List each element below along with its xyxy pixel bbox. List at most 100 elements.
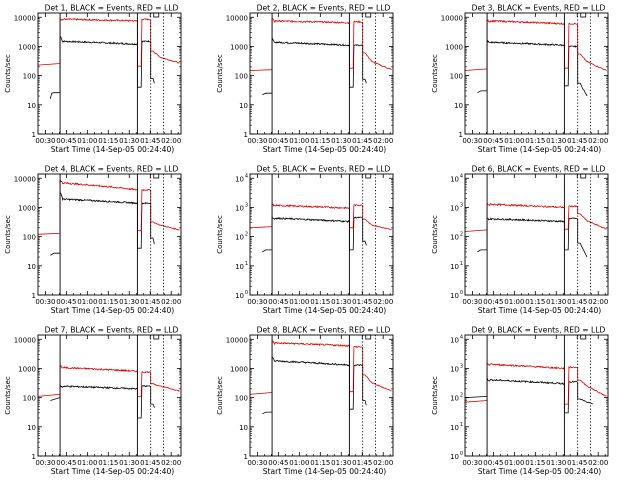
plot-frame bbox=[464, 334, 609, 457]
x-axis-label: Start Time (14-Sep-05 00:24:40) bbox=[263, 145, 387, 154]
y-tick-label: 1 bbox=[32, 292, 36, 300]
y-tick-exponent: 0 bbox=[460, 290, 463, 296]
y-tick-label: 1 bbox=[32, 453, 36, 461]
x-tick-label: 00:30 bbox=[247, 137, 267, 145]
x-tick-label: 01:30 bbox=[119, 137, 139, 145]
marker-box bbox=[365, 334, 372, 340]
y-axis-label: Counts/sec bbox=[216, 376, 224, 415]
lld-series-line bbox=[465, 203, 607, 232]
lld-series-line bbox=[250, 203, 392, 231]
panel-title: Det 4, BLACK = Events, RED = LLD bbox=[45, 165, 179, 174]
marker-box bbox=[580, 173, 587, 179]
y-axis-label: Counts/sec bbox=[431, 376, 439, 415]
x-tick-label: 00:30 bbox=[247, 459, 267, 467]
lld-series-line bbox=[38, 364, 180, 397]
lld-series-line bbox=[250, 18, 392, 71]
x-tick-label: 01:15 bbox=[310, 137, 330, 145]
y-tick-label: 1000 bbox=[230, 365, 248, 373]
x-tick-label: 01:45 bbox=[352, 298, 372, 306]
x-tick-label: 00:45 bbox=[268, 459, 288, 467]
plot-frame bbox=[37, 12, 182, 135]
events-series-line bbox=[262, 216, 367, 253]
x-axis-label: Start Time (14-Sep-05 00:24:40) bbox=[478, 306, 602, 315]
lld-series-line bbox=[465, 18, 607, 71]
x-tick-label: 00:45 bbox=[56, 298, 76, 306]
y-axis-label: Counts/sec bbox=[216, 54, 224, 93]
y-tick-label: 10 bbox=[450, 204, 459, 212]
y-tick-label: 10000 bbox=[441, 14, 463, 22]
events-series-line bbox=[50, 384, 155, 419]
x-axis-label: Start Time (14-Sep-05 00:24:40) bbox=[478, 467, 602, 476]
x-tick-label: 00:30 bbox=[462, 137, 482, 145]
x-tick-label: 01:30 bbox=[546, 459, 566, 467]
panel-title: Det 3, BLACK = Events, RED = LLD bbox=[472, 4, 606, 13]
plot-area bbox=[250, 203, 392, 253]
x-tick-label: 01:30 bbox=[331, 298, 351, 306]
x-tick-label: 01:00 bbox=[289, 137, 309, 145]
y-tick-exponent: 1 bbox=[245, 261, 248, 267]
y-tick-exponent: 3 bbox=[460, 363, 463, 369]
y-tick-exponent: 4 bbox=[460, 173, 463, 179]
y-tick-label: 1000 bbox=[230, 43, 248, 51]
x-tick-label: 01:30 bbox=[331, 459, 351, 467]
marker-box bbox=[580, 334, 587, 340]
panel-det-7: Det 7, BLACK = Events, RED = LLD 00:30 00:… bbox=[4, 326, 182, 476]
x-tick-label: 01:15 bbox=[310, 298, 330, 306]
lld-series-line bbox=[250, 339, 392, 395]
y-tick-exponent: 2 bbox=[245, 232, 248, 238]
y-tick-label: 100 bbox=[235, 395, 248, 403]
y-tick-label: 10 bbox=[239, 424, 248, 432]
y-tick-label: 100 bbox=[23, 234, 36, 242]
x-tick-label: 01:15 bbox=[525, 137, 545, 145]
events-series-line bbox=[477, 39, 588, 97]
y-tick-exponent: 3 bbox=[245, 202, 248, 208]
y-tick-label: 10 bbox=[450, 234, 459, 242]
x-tick-label: 02:00 bbox=[161, 459, 181, 467]
panel-det-2: Det 2, BLACK = Events, RED = LLD 00:30 00:… bbox=[216, 4, 394, 154]
y-tick-exponent: 0 bbox=[245, 290, 248, 296]
y-tick-label: 1 bbox=[244, 453, 248, 461]
y-tick-exponent: 2 bbox=[460, 393, 463, 399]
y-tick-label: 10 bbox=[450, 292, 459, 300]
y-tick-label: 1000 bbox=[445, 43, 463, 51]
y-tick-label: 10000 bbox=[226, 14, 248, 22]
x-tick-label: 02:00 bbox=[161, 298, 181, 306]
x-tick-label: 01:00 bbox=[289, 298, 309, 306]
plot-area bbox=[38, 179, 180, 256]
x-tick-label: 00:30 bbox=[35, 298, 55, 306]
x-tick-label: 02:00 bbox=[373, 137, 393, 145]
y-tick-exponent: 1 bbox=[460, 422, 463, 428]
lld-series-line bbox=[465, 362, 607, 405]
marker-box bbox=[365, 12, 372, 18]
events-series-line bbox=[262, 355, 367, 415]
y-tick-label: 1000 bbox=[18, 204, 36, 212]
plot-frame bbox=[37, 334, 182, 457]
x-tick-label: 02:00 bbox=[588, 298, 608, 306]
x-tick-label: 00:30 bbox=[35, 137, 55, 145]
x-tick-label: 02:00 bbox=[373, 298, 393, 306]
y-axis-label: Counts/sec bbox=[216, 215, 224, 254]
y-tick-exponent: 3 bbox=[460, 202, 463, 208]
panel-det-3: Det 3, BLACK = Events, RED = LLD 00:30 00:… bbox=[431, 4, 609, 154]
y-tick-label: 10 bbox=[450, 263, 459, 271]
x-tick-label: 00:45 bbox=[268, 137, 288, 145]
y-tick-label: 10 bbox=[235, 234, 244, 242]
y-axis-label: Counts/sec bbox=[4, 54, 12, 93]
x-tick-label: 01:00 bbox=[504, 459, 524, 467]
y-tick-label: 10 bbox=[27, 102, 36, 110]
panel-title: Det 6, BLACK = Events, RED = LLD bbox=[472, 165, 606, 174]
x-tick-label: 01:45 bbox=[140, 298, 160, 306]
y-tick-label: 10 bbox=[235, 175, 244, 183]
y-tick-label: 10 bbox=[27, 424, 36, 432]
x-tick-label: 01:45 bbox=[140, 459, 160, 467]
panel-det-8: Det 8, BLACK = Events, RED = LLD 00:30 00:… bbox=[216, 326, 394, 476]
x-tick-label: 00:45 bbox=[483, 298, 503, 306]
x-tick-label: 01:30 bbox=[546, 298, 566, 306]
plot-area bbox=[465, 18, 607, 97]
x-tick-label: 01:00 bbox=[504, 137, 524, 145]
x-axis-label: Start Time (14-Sep-05 00:24:40) bbox=[51, 467, 175, 476]
panel-det-1: Det 1, BLACK = Events, RED = LLD 00:30 00:… bbox=[4, 4, 182, 154]
x-tick-label: 01:00 bbox=[77, 459, 97, 467]
marker-box bbox=[365, 173, 372, 179]
x-tick-label: 01:00 bbox=[504, 298, 524, 306]
